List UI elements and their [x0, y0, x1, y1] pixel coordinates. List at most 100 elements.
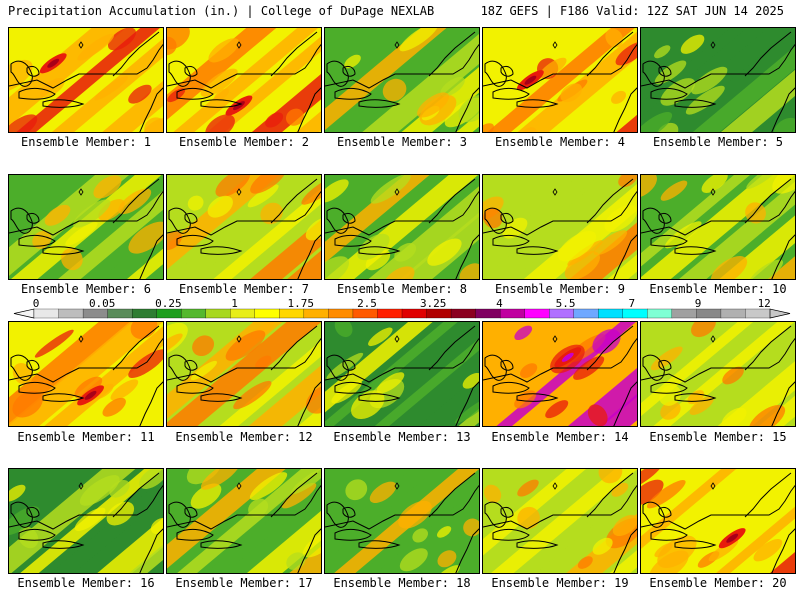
precip-map — [167, 175, 321, 279]
panel-label: Ensemble Member: 9 — [494, 282, 626, 296]
colorbar-swatch — [401, 308, 427, 319]
panel-label: Ensemble Member: 12 — [175, 430, 313, 444]
panel-label: Ensemble Member: 14 — [491, 430, 629, 444]
precip-map — [483, 322, 637, 426]
precip-map — [167, 322, 321, 426]
colorbar-tick-label: 7 — [628, 297, 636, 310]
ensemble-panel-18 — [324, 468, 480, 574]
colorbar-swatch — [352, 308, 378, 319]
colorbar-swatch — [720, 308, 746, 319]
ensemble-panel-19 — [482, 468, 638, 574]
colorbar-swatch — [524, 308, 550, 319]
colorbar-swatch — [33, 308, 59, 319]
colorbar-swatch — [598, 308, 624, 319]
valid-time: 18Z GEFS | F186 Valid: 12Z SAT JUN 14 20… — [480, 4, 784, 18]
panel-label: Ensemble Member: 1 — [20, 135, 152, 149]
precip-map — [641, 28, 795, 132]
panel-label: Ensemble Member: 8 — [336, 282, 468, 296]
precip-map — [167, 469, 321, 573]
panel-label: Ensemble Member: 5 — [652, 135, 784, 149]
panel-label: Ensemble Member: 2 — [178, 135, 310, 149]
colorbar-tick-label: 0 — [32, 297, 40, 310]
ensemble-panel-6 — [8, 174, 164, 280]
panel-label: Ensemble Member: 6 — [20, 282, 152, 296]
colorbar-swatch — [549, 308, 575, 319]
ensemble-panel-7 — [166, 174, 322, 280]
ensemble-panel-13 — [324, 321, 480, 427]
colorbar-swatch — [131, 308, 158, 319]
panel-label: Ensemble Member: 4 — [494, 135, 626, 149]
colorbar — [13, 308, 791, 319]
colorbar-tick-label: 1.75 — [287, 297, 315, 310]
colorbar-swatch — [573, 308, 599, 319]
precip-map — [641, 175, 795, 279]
colorbar-swatch — [499, 308, 526, 319]
precip-map — [9, 28, 163, 132]
colorbar-swatch — [181, 308, 207, 319]
colorbar-swatch — [426, 308, 452, 319]
colorbar-tick-label: 1 — [231, 297, 238, 310]
precip-map — [483, 469, 637, 573]
colorbar-tick-label: 0.25 — [155, 297, 182, 310]
colorbar-swatch — [58, 308, 84, 319]
colorbar-swatch — [156, 308, 182, 319]
colorbar-tick-label: 2.5 — [357, 297, 377, 310]
colorbar-swatch — [745, 308, 771, 319]
colorbar-swatch — [328, 308, 354, 319]
colorbar-swatch — [647, 308, 673, 319]
precip-map — [167, 28, 321, 132]
panel-label: Ensemble Member: 11 — [17, 430, 155, 444]
precip-map — [325, 28, 479, 132]
panel-label: Ensemble Member: 7 — [178, 282, 310, 296]
ensemble-panel-3 — [324, 27, 480, 133]
precip-map — [9, 469, 163, 573]
ensemble-panel-5 — [640, 27, 796, 133]
panel-label: Ensemble Member: 17 — [175, 576, 313, 590]
colorbar-swatch — [107, 308, 133, 319]
colorbar-swatch — [377, 308, 403, 319]
colorbar-tick-label: 12 — [757, 297, 771, 310]
colorbar-swatch — [696, 308, 722, 319]
ensemble-panel-12 — [166, 321, 322, 427]
colorbar-tick-label: 0.05 — [88, 297, 116, 310]
ensemble-panel-14 — [482, 321, 638, 427]
colorbar-swatch — [303, 308, 329, 319]
colorbar-swatch — [475, 308, 501, 319]
colorbar-swatch — [205, 308, 231, 319]
ensemble-panel-17 — [166, 468, 322, 574]
colorbar-tick-label: 9 — [694, 297, 702, 310]
panel-label: Ensemble Member: 19 — [491, 576, 629, 590]
panel-label: Ensemble Member: 13 — [333, 430, 471, 444]
ensemble-panel-1 — [8, 27, 164, 133]
colorbar-swatch — [450, 308, 477, 319]
panel-label: Ensemble Member: 20 — [649, 576, 787, 590]
precip-map — [9, 175, 163, 279]
colorbar-swatch — [254, 308, 280, 319]
precip-map — [9, 322, 163, 426]
colorbar-tick-label: 3.25 — [419, 297, 447, 310]
ensemble-panel-16 — [8, 468, 164, 574]
colorbar-swatch — [82, 308, 109, 319]
precip-map — [641, 469, 795, 573]
precip-map — [641, 322, 795, 426]
colorbar-tick-label: 5.5 — [555, 297, 576, 310]
ensemble-panel-4 — [482, 27, 638, 133]
precip-map — [325, 322, 479, 426]
ensemble-panel-11 — [8, 321, 164, 427]
ensemble-panel-15 — [640, 321, 796, 427]
panel-label: Ensemble Member: 3 — [336, 135, 468, 149]
panel-label: Ensemble Member: 16 — [17, 576, 155, 590]
precip-map — [483, 175, 637, 279]
colorbar-swatch — [230, 308, 256, 319]
precip-map — [483, 28, 637, 132]
ensemble-panel-2 — [166, 27, 322, 133]
precip-map — [325, 175, 479, 279]
ensemble-panel-9 — [482, 174, 638, 280]
panel-label: Ensemble Member: 15 — [649, 430, 787, 444]
colorbar-tick-label: 4 — [496, 297, 503, 310]
page-title: Precipitation Accumulation (in.) | Colle… — [8, 4, 435, 18]
colorbar-swatch — [671, 308, 697, 319]
ensemble-panel-10 — [640, 174, 796, 280]
precip-map — [325, 469, 479, 573]
colorbar-swatch — [622, 308, 648, 319]
